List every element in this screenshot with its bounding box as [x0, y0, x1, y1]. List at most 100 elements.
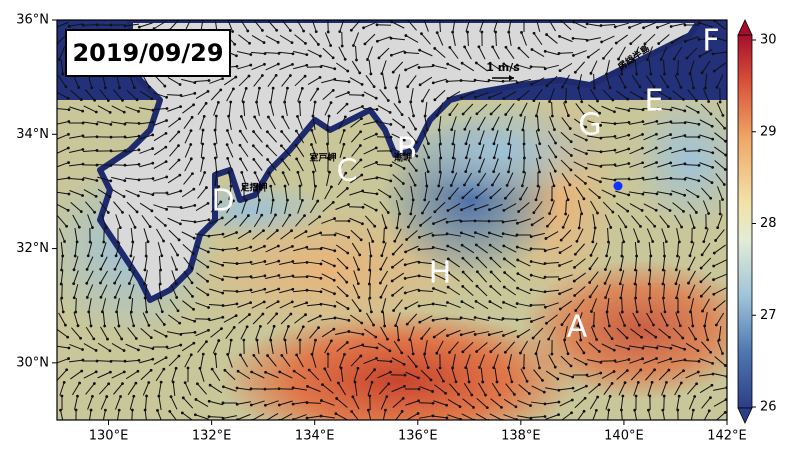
vector-head	[688, 296, 691, 299]
vector-head	[516, 234, 519, 237]
vector-head	[591, 240, 594, 243]
vector-head	[121, 211, 124, 214]
vector-head	[656, 26, 659, 29]
vector-head	[710, 113, 713, 116]
vector-head	[278, 387, 281, 390]
vector-head	[614, 149, 617, 152]
vector-head	[516, 302, 519, 305]
vector-head	[252, 144, 255, 147]
vector-head	[505, 46, 508, 49]
y-tick-label: 34°N	[16, 127, 49, 142]
vector-head	[99, 268, 102, 271]
vector-head	[461, 62, 464, 65]
vector-head	[361, 83, 364, 86]
vector-head	[128, 268, 131, 271]
vector-head	[626, 369, 629, 372]
vector-head	[344, 58, 347, 61]
vector-head	[199, 367, 202, 370]
vector-head	[447, 209, 450, 212]
vector-head	[345, 281, 348, 284]
vector-head	[709, 197, 712, 200]
vector-head	[432, 222, 435, 225]
vector-head	[269, 101, 272, 104]
vector-head	[67, 133, 70, 136]
vector-head	[558, 401, 561, 404]
vector-head	[214, 129, 217, 132]
vector-head	[217, 339, 220, 342]
vector-head	[711, 384, 714, 387]
vector-head	[203, 171, 206, 174]
vector-head	[147, 324, 150, 327]
vector-head	[670, 25, 673, 28]
vector-head	[627, 147, 630, 150]
vector-head	[604, 282, 607, 285]
x-tick-label: 142°E	[707, 429, 747, 444]
vector-head	[647, 409, 650, 412]
vector-head	[680, 86, 683, 89]
vector-head	[263, 245, 266, 248]
vector-head	[669, 161, 672, 164]
vector-head	[164, 224, 167, 227]
vector-head	[558, 52, 561, 55]
vector-head	[151, 147, 154, 150]
vector-head	[360, 174, 363, 177]
vector-head	[166, 107, 169, 110]
vector-head	[502, 244, 505, 247]
vector-head	[350, 410, 353, 413]
colorbar-extend-top	[738, 20, 752, 35]
vector-head	[519, 198, 522, 201]
vector-head	[78, 226, 81, 229]
vector-head	[254, 171, 257, 174]
site-label: G	[578, 108, 601, 143]
vector-head	[68, 108, 71, 111]
vector-head	[282, 171, 285, 174]
vector-head	[137, 348, 140, 351]
vector-head	[583, 410, 586, 413]
vector-head	[654, 336, 657, 339]
vector-head	[181, 411, 184, 414]
vector-head	[684, 24, 687, 27]
vector-head	[392, 71, 395, 74]
station-dot	[614, 182, 623, 191]
vector-head	[463, 45, 466, 48]
colorbar-tick-label: 26	[760, 400, 777, 415]
vector-head	[196, 382, 199, 385]
vector-head	[404, 307, 407, 310]
vector-head	[418, 248, 421, 251]
vector-head	[463, 128, 466, 131]
vector-head	[448, 351, 451, 354]
vector-head	[134, 226, 137, 229]
vector-head	[636, 311, 639, 314]
vector-head	[516, 222, 519, 225]
vector-head	[627, 358, 630, 361]
x-tick-label: 140°E	[604, 429, 644, 444]
vector-head	[359, 159, 362, 162]
vector-head	[427, 156, 430, 159]
vector-head	[73, 268, 76, 271]
vector-head	[474, 96, 477, 99]
vector-head	[454, 17, 457, 20]
vector-head	[578, 227, 581, 230]
vector-head	[690, 241, 693, 244]
vector-head	[236, 387, 239, 390]
vector-head	[585, 363, 588, 366]
vector-head	[362, 206, 365, 209]
vector-head	[668, 336, 671, 339]
vector	[76, 298, 77, 312]
vector-head	[305, 230, 308, 233]
vector-head	[697, 195, 700, 198]
vector-head	[374, 336, 377, 339]
vector-head	[404, 292, 407, 295]
vector-head	[669, 97, 672, 100]
vector-head	[390, 164, 393, 167]
vector-head	[290, 229, 293, 232]
vector-head	[494, 31, 497, 34]
vector-head	[476, 112, 479, 115]
vector-head	[624, 381, 627, 384]
vector-head	[312, 171, 315, 174]
vector-head	[421, 212, 424, 215]
vector-head	[722, 114, 725, 117]
vector-head	[178, 174, 181, 177]
vector-head	[248, 313, 251, 316]
vector-head	[128, 282, 131, 285]
